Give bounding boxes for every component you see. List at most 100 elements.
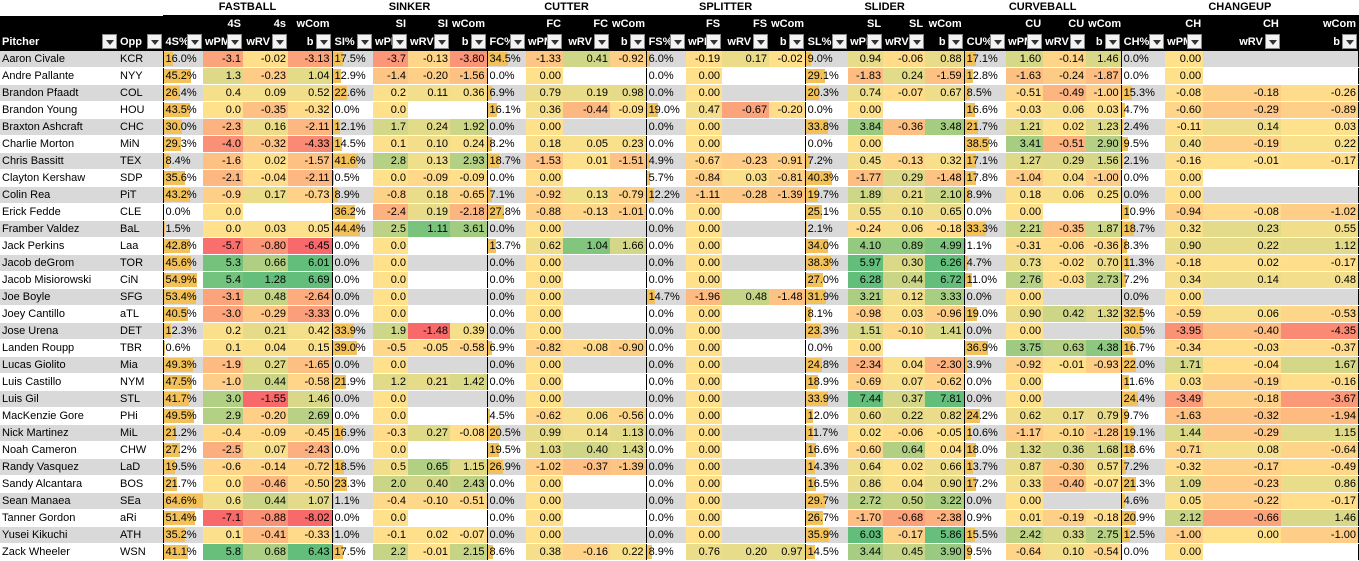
filter-dropdown-icon[interactable] — [1104, 34, 1120, 49]
table-row[interactable]: Jacob Misiorowski CiN 54.9% 5.4 1.28 6.69 0.0%… — [0, 271, 1359, 289]
table-row[interactable]: Luis Castillo NYM 47.5% -1.0 0.44 -0.58 21.9% 1… — [0, 373, 1359, 391]
wrv-value — [722, 203, 770, 221]
wrv-value: 0.37 — [883, 390, 926, 408]
header-splitter-0[interactable]: FS% — [646, 33, 687, 51]
table-row[interactable]: Luis Gil STL 41.7% 3.0 -1.55 1.46 0.0% 0.0 0.0% 0… — [0, 390, 1359, 408]
header-slider-0[interactable]: SL% — [805, 33, 849, 51]
header-cutter-1[interactable]: wPM — [526, 33, 564, 51]
header-fastball-1[interactable]: wPM — [203, 33, 243, 51]
header-curveball-2[interactable]: wRV — [1043, 33, 1087, 51]
table-row[interactable]: Lucas Giolito Mia 49.3% -1.9 0.27 -1.65 0.0% 0.… — [0, 356, 1359, 374]
table-row[interactable]: Chris Bassitt TEX 8.4% -1.6 0.02 -1.57 41.6% 2.… — [0, 152, 1359, 170]
table-row[interactable]: Andre Pallante NYY 45.2% 1.3 -0.23 1.04 12.9% -… — [0, 67, 1359, 85]
table-row[interactable]: Charlie Morton MiN 29.3% -4.0 -0.32 -4.33 14.5… — [0, 135, 1359, 153]
filter-dropdown-icon[interactable] — [706, 34, 722, 49]
header-curveball-0[interactable]: CU% — [964, 33, 1007, 51]
table-row[interactable]: Tanner Gordon aRi 51.4% -7.1 -0.88 -8.02 0.0% 0… — [0, 509, 1359, 527]
table-row[interactable]: Randy Vasquez LaD 19.5% -0.6 -0.14 -0.72 18.5%… — [0, 458, 1359, 476]
filter-dropdown-icon[interactable] — [594, 34, 610, 49]
header-slider-3[interactable]: b — [925, 33, 965, 51]
usage-pct-cell: 35.9% — [805, 526, 849, 544]
table-row[interactable]: Joe Boyle SFG 53.4% -3.1 0.48 -2.64 0.0% 0.0 0.0… — [0, 288, 1359, 306]
filter-dropdown-icon[interactable] — [909, 34, 925, 49]
filter-dropdown-icon[interactable] — [1070, 34, 1086, 49]
table-row[interactable]: Jacob deGrom TOR 45.6% 5.3 0.66 6.01 0.0% 0.0 0.… — [0, 254, 1359, 272]
filter-dropdown-icon[interactable] — [357, 34, 373, 49]
header-splitter-2[interactable]: wRV — [722, 33, 770, 51]
filter-dropdown-icon[interactable] — [1264, 34, 1280, 49]
header-curveball-3[interactable]: b — [1086, 33, 1122, 51]
table-row[interactable]: Sean Manaea SEa 64.6% 0.6 0.44 1.07 1.1% -0.4 -0… — [0, 492, 1359, 510]
filter-dropdown-icon[interactable] — [670, 34, 686, 49]
table-row[interactable]: Yusei Kikuchi ATH 35.2% 0.1 -0.41 -0.33 1.0% -0… — [0, 526, 1359, 544]
table-row[interactable]: Clayton Kershaw SDP 35.6% -2.1 -0.04 -2.11 0.5… — [0, 169, 1359, 187]
table-row[interactable]: Brandon Pfaadt COL 26.4% 0.4 0.09 0.52 22.6% 0.… — [0, 84, 1359, 102]
filter-dropdown-icon[interactable] — [1342, 34, 1357, 49]
header-pitcher[interactable]: Pitcher — [0, 33, 118, 51]
header-changeup-0[interactable]: CH% — [1121, 33, 1166, 51]
table-row[interactable]: Jose Urena DET 12.3% 0.2 0.21 0.42 33.9% 1.9 -1.… — [0, 322, 1359, 340]
filter-dropdown-icon[interactable] — [1187, 34, 1203, 49]
filter-dropdown-icon[interactable] — [753, 34, 769, 49]
header-cutter-0[interactable]: FC% — [487, 33, 527, 51]
wpm-value: 0.00 — [526, 390, 564, 408]
header-curveball-1[interactable]: wPM — [1006, 33, 1044, 51]
header-sinker-1[interactable]: wPM — [373, 33, 409, 51]
header-sinker-2[interactable]: wRV — [408, 33, 451, 51]
table-row[interactable]: Nick Martinez MiL 21.2% -0.4 -0.09 -0.45 16.9%… — [0, 424, 1359, 442]
table-row[interactable]: MacKenzie Gore PHi 49.5% 2.9 -0.20 2.69 0.0% 0.… — [0, 407, 1359, 425]
table-row[interactable]: Zack Wheeler WSN 41.1% 5.8 0.68 6.43 17.5% 2.2-… — [0, 543, 1359, 561]
table-row[interactable]: Brandon Young HOU 43.5% 0.0 -0.35 -0.32 0.0% 0.… — [0, 101, 1359, 119]
table-row[interactable]: Colin Rea PiT 43.2% -0.9 0.17 -0.73 8.9% -0.8 0.… — [0, 186, 1359, 204]
table-row[interactable]: Landen Roupp TBR 0.6% 0.1 0.04 0.15 39.0% -0.5-… — [0, 339, 1359, 357]
table-row[interactable]: Framber Valdez BaL 1.5% 0.0 0.03 0.05 44.4% 2.5… — [0, 220, 1359, 238]
header-fastball-2[interactable]: wRV — [243, 33, 288, 51]
filter-dropdown-icon[interactable] — [434, 34, 450, 49]
header-slider-2[interactable]: wRV — [883, 33, 926, 51]
header-splitter-3[interactable]: b — [769, 33, 806, 51]
filter-dropdown-icon[interactable] — [392, 34, 408, 49]
table-row[interactable]: Aaron Civale KCR 16.0% -3.1 -0.02 -3.13 17.5% -… — [0, 51, 1359, 68]
header-sinker-0[interactable]: SI% — [332, 33, 374, 51]
wcomb-value: -0.65 — [450, 186, 488, 204]
table-row[interactable]: Jack Perkins Laa 42.8% -5.7 -0.80 -6.45 0.0% 0.… — [0, 237, 1359, 255]
header-fastball-0[interactable]: 4S% — [163, 33, 203, 51]
filter-dropdown-icon[interactable] — [272, 34, 287, 49]
table-row[interactable]: Joey Cantillo aTL 40.5% -3.0 -0.29 -3.33 0.0% 0… — [0, 305, 1359, 323]
filter-dropdown-icon[interactable] — [102, 34, 117, 49]
header-changeup-1[interactable]: wPM — [1165, 33, 1204, 51]
table-row[interactable]: Sandy Alcantara BOS 21.7% 0.0 -0.46 -0.50 23.3… — [0, 475, 1359, 493]
filter-dropdown-icon[interactable] — [629, 34, 645, 49]
header-changeup-2[interactable]: wRV — [1203, 33, 1281, 51]
filter-dropdown-icon[interactable] — [470, 34, 486, 49]
filter-dropdown-icon[interactable] — [510, 34, 526, 49]
header-slider-1[interactable]: wPM — [848, 33, 884, 51]
header-cutter-2[interactable]: wRV — [563, 33, 611, 51]
filter-dropdown-icon[interactable] — [867, 34, 883, 49]
filter-dropdown-icon[interactable] — [832, 34, 848, 49]
filter-dropdown-icon[interactable] — [315, 34, 331, 49]
usage-pct-value: 26.4% — [165, 87, 197, 99]
header-fastball-3[interactable]: b — [288, 33, 333, 51]
filter-dropdown-icon[interactable] — [547, 34, 563, 49]
table-row[interactable]: Erick Fedde CLE 0.0% 0.0 36.2% -2.4 0.19 -2.18 2… — [0, 203, 1359, 221]
header-opp[interactable]: Opp — [118, 33, 164, 51]
wpm-value: 0.00 — [686, 441, 723, 459]
table-row[interactable]: Noah Cameron CHW 27.2% -2.5 0.07 -2.43 0.0% 0.0… — [0, 441, 1359, 459]
usage-pct-cell: 9.5% — [1121, 135, 1166, 153]
filter-dropdown-icon[interactable] — [146, 34, 162, 49]
header-sinker-3[interactable]: b — [450, 33, 488, 51]
header-changeup-3[interactable]: b — [1280, 33, 1359, 51]
table-row[interactable]: Braxton Ashcraft CHC 30.0% -2.3 0.16 -2.11 12.… — [0, 118, 1359, 136]
wcomb-value: 2.69 — [288, 407, 333, 425]
filter-dropdown-icon[interactable] — [187, 34, 202, 49]
filter-dropdown-icon[interactable] — [947, 34, 963, 49]
usage-bar — [646, 290, 656, 304]
header-cutter-3[interactable]: b — [610, 33, 647, 51]
filter-dropdown-icon[interactable] — [1149, 34, 1165, 49]
filter-dropdown-icon[interactable] — [990, 34, 1006, 49]
filter-dropdown-icon[interactable] — [788, 34, 804, 49]
header-splitter-1[interactable]: wPM — [686, 33, 723, 51]
filter-dropdown-icon[interactable] — [227, 34, 242, 49]
filter-dropdown-icon[interactable] — [1027, 34, 1043, 49]
